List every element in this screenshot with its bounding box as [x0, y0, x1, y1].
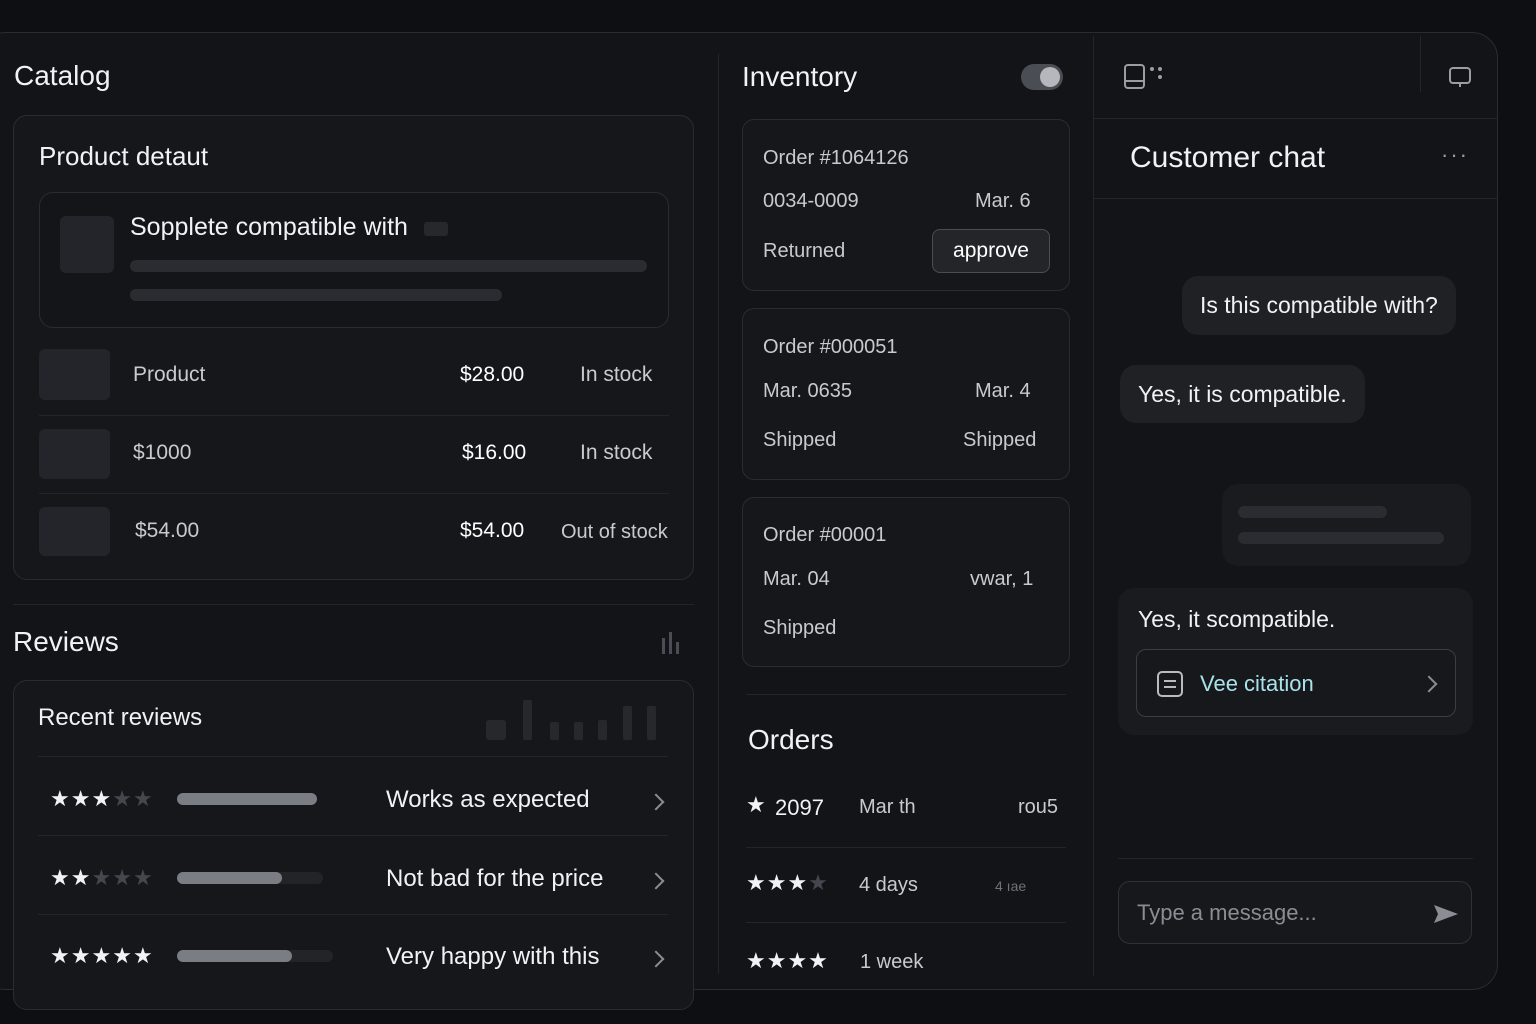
agent-message-text: Yes, it scompatible. — [1138, 606, 1336, 632]
order-when: 1 week — [860, 951, 924, 973]
row-divider — [38, 756, 668, 757]
rating-bar — [177, 793, 317, 805]
row-divider — [746, 847, 1066, 848]
product-detail-title: Product detaut — [39, 141, 209, 171]
order-date: Mar. 4 — [975, 380, 1031, 402]
send-icon[interactable] — [1432, 903, 1460, 925]
rating-stars: ★★★★ — [746, 949, 829, 974]
rating-histogram-icon — [486, 700, 656, 740]
placeholder-line — [130, 289, 502, 301]
order-id: Order #1064126 — [763, 147, 909, 169]
product-thumbnail — [39, 507, 110, 556]
order-number: Mar. 0635 — [763, 380, 852, 402]
row-divider — [39, 493, 669, 494]
order-date: vwar, 1 — [970, 568, 1034, 590]
product-name: $1000 — [133, 441, 192, 464]
row-divider — [38, 914, 668, 915]
agent-message: Yes, it is compatible. — [1120, 365, 1365, 423]
toggle-knob — [1040, 67, 1060, 87]
rating-bar — [177, 950, 333, 962]
product-price: $28.00 — [460, 363, 525, 386]
row-divider — [38, 835, 668, 836]
inventory-toggle[interactable] — [1021, 64, 1063, 90]
more-options-icon[interactable]: ··· — [1441, 142, 1469, 167]
product-price: $16.00 — [462, 441, 527, 464]
order-count: 2097 — [775, 795, 824, 820]
image-badge-icon — [424, 222, 448, 236]
rating-bar — [177, 872, 323, 884]
placeholder-line — [1238, 532, 1444, 544]
bar-chart-icon[interactable] — [660, 632, 684, 654]
header-divider — [1094, 118, 1498, 119]
product-price: $54.00 — [460, 519, 525, 542]
product-name: Product — [133, 363, 206, 386]
placeholder-line — [1238, 506, 1387, 518]
rating-stars: ★★★★ — [746, 871, 829, 896]
review-text: Not bad for the price — [386, 865, 604, 892]
product-thumbnail — [39, 349, 110, 400]
chevron-right-icon — [1420, 675, 1438, 693]
order-status: Shipped — [763, 617, 837, 639]
order-extra: rou5 — [1018, 796, 1059, 818]
order-when: 4 days — [859, 874, 918, 896]
order-card[interactable] — [742, 308, 1070, 480]
stock-status: Out of stock — [561, 521, 668, 543]
product-image — [60, 216, 114, 273]
header-divider — [1420, 36, 1421, 92]
column-divider — [1093, 36, 1094, 976]
order-status: Returned — [763, 240, 846, 262]
product-detail-card — [13, 115, 694, 580]
inventory-title: Inventory — [742, 61, 858, 92]
product-feature-text: Sopplete compatible with — [130, 213, 408, 241]
catalog-title: Catalog — [14, 60, 111, 91]
rating-stars: ★★★★★ — [50, 866, 154, 891]
order-id: Order #00001 — [763, 524, 887, 546]
row-divider — [746, 922, 1066, 923]
message-icon[interactable] — [1448, 66, 1472, 90]
approve-button[interactable]: approve — [932, 229, 1050, 273]
rating-stars: ★ — [746, 793, 767, 818]
composer-divider — [1118, 858, 1473, 859]
review-text: Works as expected — [386, 786, 590, 813]
rating-bar-fill — [177, 793, 317, 805]
rating-bar-fill — [177, 950, 293, 962]
chat-title: Customer chat — [1130, 141, 1326, 174]
order-id: Order #000051 — [763, 336, 898, 358]
product-thumbnail — [39, 429, 110, 479]
document-icon — [1157, 671, 1183, 697]
order-number: 0034-0009 — [763, 190, 859, 212]
rating-stars: ★★★★★ — [50, 787, 154, 812]
stock-status: In stock — [580, 441, 653, 464]
order-date: Mar. 6 — [975, 190, 1031, 212]
rating-stars: ★★★★★ — [50, 944, 154, 969]
typing-placeholder-message — [1222, 484, 1471, 566]
placeholder-line — [130, 260, 647, 272]
order-status-secondary: Shipped — [963, 429, 1037, 451]
view-citation-button[interactable]: Vee citation — [1136, 649, 1456, 717]
review-text: Very happy with this — [386, 943, 600, 970]
order-number: Mar. 04 — [763, 568, 830, 590]
reviews-title: Reviews — [13, 626, 119, 657]
order-when: Mar th — [859, 796, 916, 818]
row-divider — [39, 415, 669, 416]
column-divider — [718, 54, 719, 974]
user-message: Is this compatible with? — [1182, 276, 1456, 335]
header-divider — [1094, 198, 1498, 199]
stock-status: In stock — [580, 363, 653, 386]
order-card[interactable] — [742, 497, 1070, 667]
message-input[interactable] — [1118, 881, 1472, 944]
order-extra: 4 ıae — [995, 878, 1027, 894]
product-name: $54.00 — [135, 519, 200, 542]
recent-reviews-title: Recent reviews — [38, 704, 203, 731]
rating-bar-fill — [177, 872, 283, 884]
section-divider — [13, 604, 694, 605]
citation-label: Vee citation — [1200, 671, 1314, 696]
orders-title: Orders — [748, 724, 834, 755]
order-status: Shipped — [763, 429, 837, 451]
section-divider — [746, 694, 1066, 695]
sidebar-layout-icon[interactable] — [1124, 64, 1164, 90]
